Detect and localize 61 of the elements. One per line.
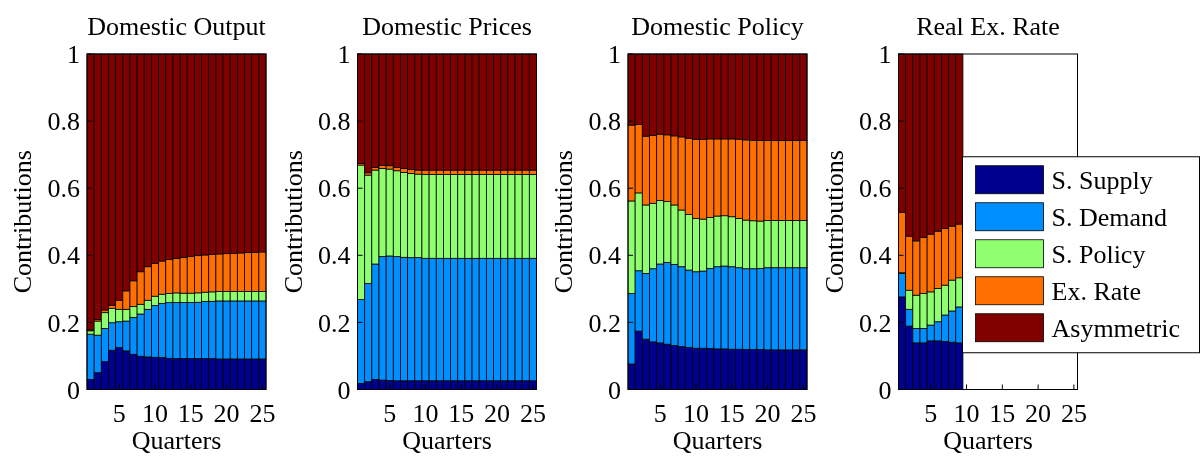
x-tick-label: 5 [924,398,938,428]
y-tick-label: 0.4 [318,241,351,271]
y-tick-label: 0.8 [588,107,621,137]
y-tick-label: 1 [337,40,351,70]
x-tick-label: 25 [519,398,546,428]
x-tick-label: 10 [412,398,439,428]
y-tick-label: 0 [67,375,80,405]
legend-label: S. Demand [1051,202,1168,232]
legend-label: S. Policy [1051,239,1146,269]
y-tick-label: 0 [878,375,892,405]
y-axis-title: Contributions [278,150,308,294]
y-tick-label: 0.8 [318,107,351,137]
chart-title: Real Ex. Rate [916,12,1060,42]
x-axis-title: Quarters [131,426,222,456]
x-tick-label: 25 [1060,398,1087,428]
chart-title: Domestic Prices [362,12,532,42]
y-tick-label: 1 [878,40,892,70]
x-axis-title: Quarters [672,426,763,456]
y-axis-title: Contributions [549,150,579,294]
chart-title: Domestic Policy [631,12,804,42]
y-tick-label: 0.6 [859,174,892,204]
y-tick-label: 0.6 [47,174,80,204]
y-tick-label: 0.2 [588,308,621,338]
x-tick-label: 20 [213,398,240,428]
legend-label: Ex. Rate [1051,276,1142,306]
x-tick-label: 15 [177,398,204,428]
y-tick-label: 1 [67,40,80,70]
x-tick-label: 20 [754,398,781,428]
x-axis-title: Quarters [402,426,492,456]
y-tick-label: 1 [608,40,621,70]
x-tick-label: 25 [249,398,276,428]
y-tick-label: 0.4 [47,241,80,271]
y-tick-label: 0.4 [859,241,892,271]
y-tick-label: 0.4 [588,241,621,271]
chart-title: Domestic Output [87,12,267,42]
y-tick-label: 0.6 [588,174,621,204]
x-tick-label: 15 [718,398,745,428]
x-tick-label: 10 [142,398,169,428]
y-tick-label: 0.2 [859,308,892,338]
x-tick-label: 20 [1025,398,1052,428]
y-tick-label: 0.8 [859,107,892,137]
y-tick-label: 0.2 [47,308,80,338]
x-tick-label: 5 [653,398,667,428]
x-tick-label: 10 [953,398,980,428]
x-tick-label: 25 [790,398,817,428]
x-tick-label: 5 [383,398,397,428]
x-tick-label: 15 [989,398,1016,428]
y-tick-label: 0.2 [318,308,351,338]
y-tick-label: 0.8 [47,107,80,137]
y-axis-title: Contributions [819,150,849,294]
legend-label: Asymmetric [1051,313,1181,343]
y-axis-title: Contributions [8,150,38,294]
y-tick-label: 0 [337,375,351,405]
x-tick-label: 15 [448,398,475,428]
y-tick-label: 0.6 [318,174,351,204]
x-axis-title: Quarters [943,426,1033,456]
x-tick-label: 5 [112,398,126,428]
legend-label: S. Supply [1051,165,1153,195]
y-tick-label: 0 [608,375,621,405]
x-tick-label: 10 [683,398,710,428]
x-tick-label: 20 [484,398,511,428]
